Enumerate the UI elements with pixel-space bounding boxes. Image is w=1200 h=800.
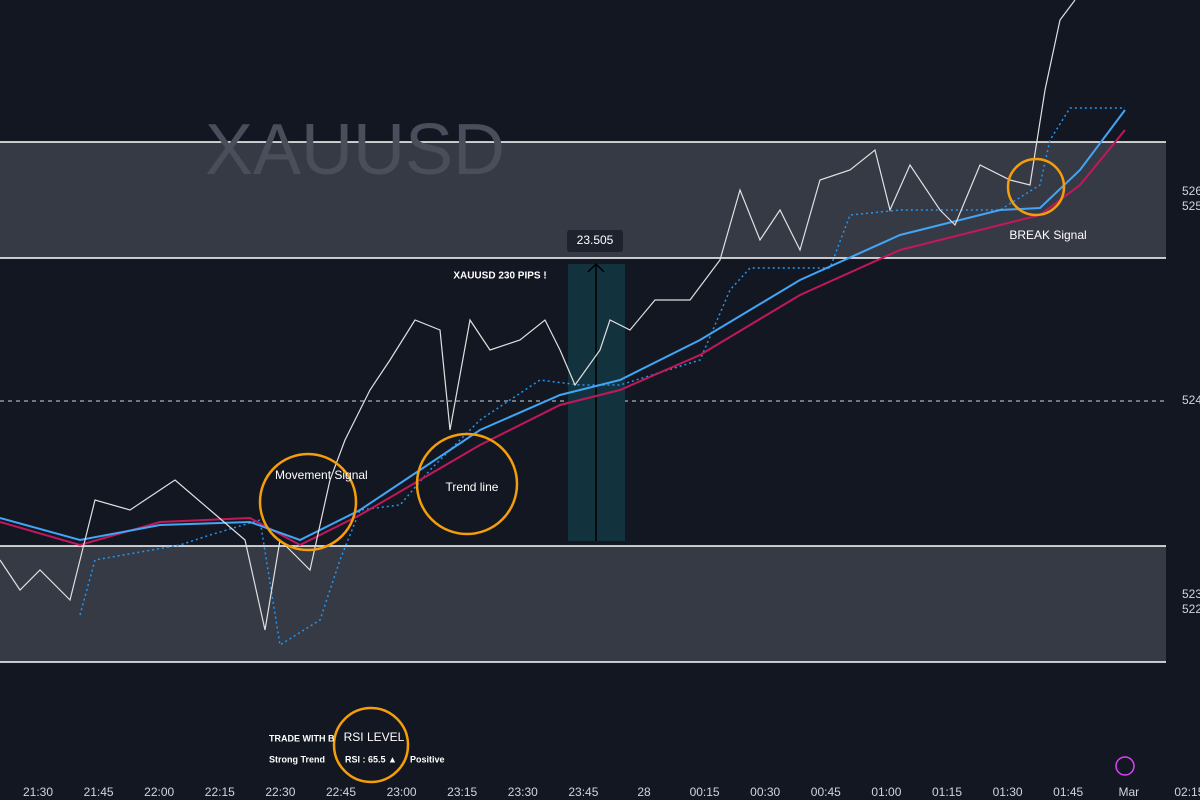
time-label: 23:00 (387, 785, 417, 799)
time-label: 22:30 (265, 785, 295, 799)
time-label: 22:45 (326, 785, 356, 799)
price-label: 524 (1182, 393, 1200, 407)
time-label: 01:15 (932, 785, 962, 799)
measure-label: 23.505 (577, 233, 614, 247)
signal-circles (258, 157, 1066, 784)
time-label: 22:00 (144, 785, 174, 799)
support-zone (0, 546, 1166, 662)
time-label: 21:30 (23, 785, 53, 799)
time-label: Mar (1118, 785, 1139, 799)
break-signal: BREAK Signal (1009, 228, 1086, 242)
rsi-level: RSI LEVEL (344, 730, 405, 744)
time-label: 01:00 (871, 785, 901, 799)
panel-title: TRADE WITH B (269, 733, 335, 743)
time-label: 00:45 (811, 785, 841, 799)
time-label: 28 (637, 785, 651, 799)
alert-icon[interactable] (1115, 756, 1135, 776)
time-label: 21:45 (84, 785, 114, 799)
price-path (0, 0, 1076, 631)
trend-line-label: Trend line (446, 480, 499, 494)
fast-ma (0, 109, 1126, 542)
strong-trend: Strong Trend (269, 754, 325, 764)
price-label: 523 (1182, 587, 1200, 601)
price-label: 525 (1182, 199, 1200, 213)
movement-signal: Movement Signal (275, 468, 368, 482)
time-label: 02:15 (1174, 785, 1200, 799)
rsi-value: RSI : 65.5 ▲ (345, 754, 397, 764)
zone-borders (0, 141, 1166, 663)
price-label: 526 (1182, 184, 1200, 198)
time-label: 22:15 (205, 785, 235, 799)
time-label: 00:30 (750, 785, 780, 799)
positive: Positive (410, 754, 445, 764)
time-label: 01:45 (1053, 785, 1083, 799)
watermark: XAUUSD (205, 110, 505, 190)
measure-arrowhead (587, 262, 605, 273)
time-label: 00:15 (690, 785, 720, 799)
time-label: 23:30 (508, 785, 538, 799)
pips-note: XAUUSD 230 PIPS ! (453, 271, 546, 282)
time-axis: 21:30 21:45 22:00 22:15 22:30 22:45 23:00 23:15… (23, 785, 1200, 799)
price-label: 522 (1182, 602, 1200, 616)
time-label: 01:30 (993, 785, 1023, 799)
measure-label-box (567, 230, 623, 252)
time-label: 23:15 (447, 785, 477, 799)
time-label: 23:45 (568, 785, 598, 799)
